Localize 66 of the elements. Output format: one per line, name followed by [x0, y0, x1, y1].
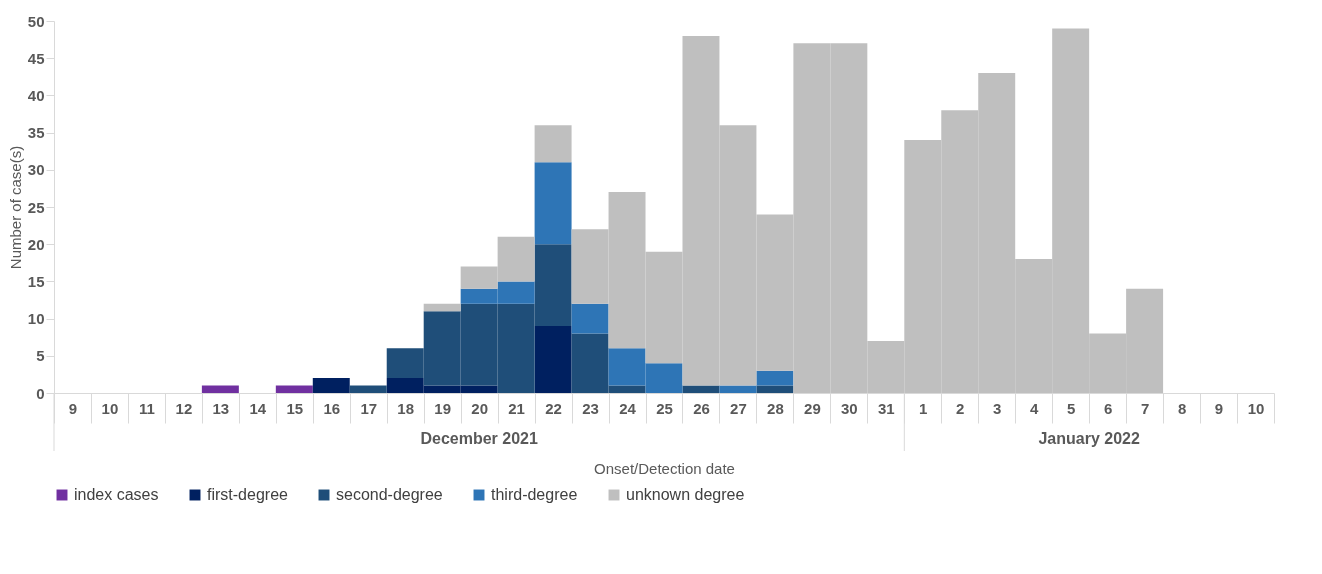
legend-label: index cases: [74, 486, 159, 503]
legend-label: unknown degree: [626, 486, 745, 503]
x-tick-label: 13: [212, 399, 230, 417]
bar: [312, 378, 350, 393]
y-axis-title: Number of case(s): [6, 145, 24, 270]
x-tick-label: 12: [175, 399, 193, 417]
x-tick-label: 22: [545, 399, 562, 417]
y-tick-label: 50: [27, 12, 45, 30]
x-tick-label: 11: [138, 399, 155, 417]
x-tick-label: 9: [1214, 399, 1224, 417]
x-tick-label: 14: [249, 399, 267, 417]
bar: [423, 303, 461, 312]
bar: [349, 385, 387, 393]
x-tick-label: 30: [841, 399, 858, 417]
y-tick-label: 30: [27, 161, 45, 179]
x-tick-label: 21: [508, 399, 525, 417]
x-tick-label: 17: [360, 399, 378, 417]
x-tick-label: 1: [919, 399, 928, 417]
x-tick-label: 31: [877, 399, 895, 417]
bar: [534, 125, 572, 163]
y-tick-label: 25: [27, 198, 45, 216]
bar: [756, 370, 794, 386]
x-tick-label: 29: [804, 399, 821, 417]
x-axis-title: Onset/Detection date: [594, 460, 735, 477]
y-tick-label: 20: [27, 235, 45, 253]
x-tick-label: 19: [434, 399, 452, 417]
bar: [682, 385, 720, 393]
x-tick-label: 16: [323, 399, 341, 417]
x-tick-label: 27: [730, 399, 747, 417]
x-tick-label: 7: [1140, 399, 1150, 417]
x-tick-label: 8: [1177, 399, 1187, 417]
y-tick-label: 15: [27, 272, 45, 290]
y-tick-label: 10: [27, 310, 45, 328]
y-tick-label: 45: [27, 49, 45, 67]
bar: [534, 326, 572, 393]
bar: [571, 303, 609, 334]
legend-label: first-degree: [207, 486, 289, 503]
x-tick-label: 5: [1066, 399, 1076, 417]
x-tick-label: 6: [1103, 399, 1113, 417]
text: December 2021: [420, 430, 538, 447]
x-tick-label: 23: [582, 399, 599, 417]
y-tick-label: 5: [36, 347, 45, 365]
bar: [756, 385, 794, 393]
legend-label: third-degree: [491, 486, 578, 503]
x-tick-label: 9: [68, 399, 78, 417]
bar: [275, 385, 313, 393]
x-tick-label: 26: [693, 399, 710, 417]
y-tick-label: 35: [27, 124, 45, 142]
x-tick-label: 10: [1247, 399, 1265, 417]
legend-label: second-degree: [336, 486, 443, 503]
x-tick-label: 20: [471, 399, 488, 417]
x-tick-label: 25: [656, 399, 673, 417]
x-tick-label: 24: [619, 399, 637, 417]
x-tick-label: 3: [993, 399, 1002, 417]
x-tick-label: 4: [1030, 399, 1040, 417]
x-tick-label: 18: [397, 399, 415, 417]
y-tick-label: 0: [36, 384, 45, 402]
x-tick-label: 15: [286, 399, 304, 417]
bar: [201, 385, 239, 393]
x-tick-label: 10: [101, 399, 119, 417]
text: January 2022: [1038, 430, 1140, 447]
y-tick-label: 40: [27, 86, 45, 104]
bar: [534, 162, 572, 245]
x-tick-label: 2: [956, 399, 965, 417]
x-tick-label: 28: [767, 399, 784, 417]
bar: [719, 385, 757, 393]
